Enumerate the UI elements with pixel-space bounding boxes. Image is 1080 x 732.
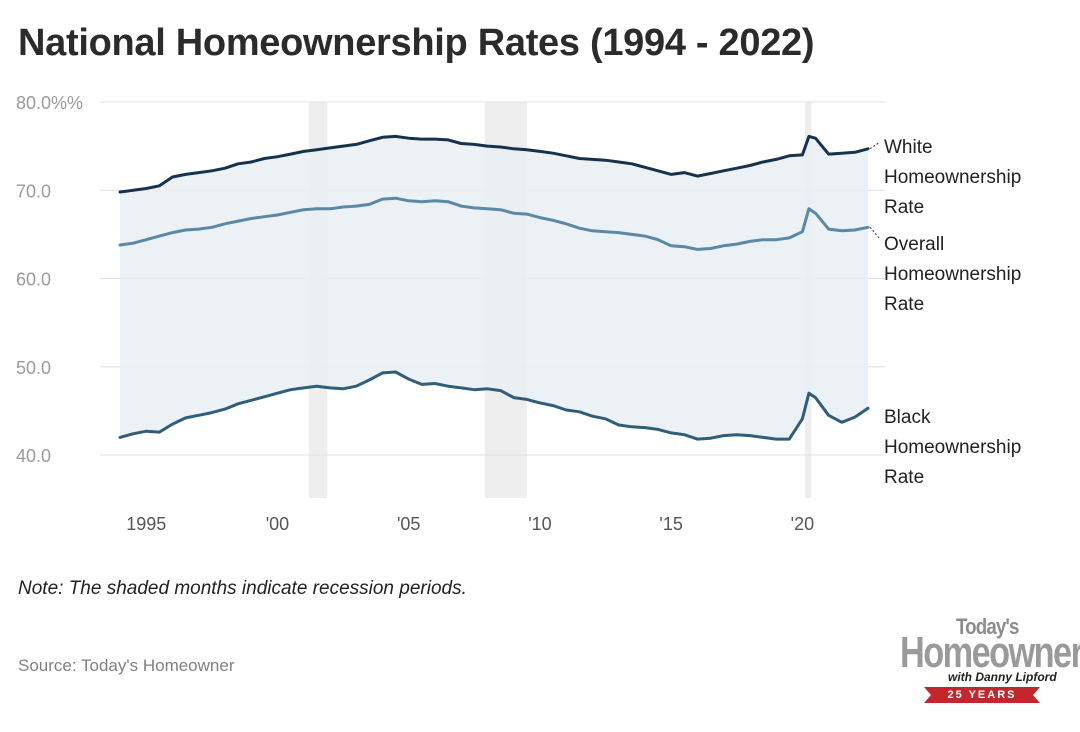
x-tick-label: '05 — [397, 514, 420, 534]
series-label-line: Homeownership — [884, 167, 1021, 188]
logo-badge: 25 YEARS — [924, 687, 1040, 703]
series-lines — [118, 134, 870, 441]
series-label-line: Overall — [884, 234, 944, 255]
y-tick-label: 50.0 — [16, 358, 51, 378]
series-labels: White Homeownership Rate Overall Homeownersh… — [869, 137, 1021, 488]
white-rate-line — [118, 134, 870, 194]
logo-line-2: Homeowner — [900, 628, 1080, 677]
series-label-line: Rate — [884, 197, 924, 218]
source-credit: Source: Today's Homeowner — [18, 656, 235, 675]
logo-line-1: Today's — [956, 614, 1019, 639]
series-label-line: Homeownership — [884, 264, 1021, 285]
series-label-line: Homeownership — [884, 437, 1021, 458]
y-tick-label: 70.0 — [16, 181, 51, 201]
x-tick-label: 1995 — [126, 514, 166, 534]
x-tick-label: '20 — [791, 514, 814, 534]
y-tick-label: 40.0 — [16, 446, 51, 466]
black-rate-line — [118, 370, 870, 441]
shaded-band — [120, 136, 868, 440]
x-tick-label: '10 — [528, 514, 551, 534]
chart-title: National Homeownership Rates (1994 - 202… — [18, 22, 815, 64]
x-axis-ticks: 1995 '00 '05 '10 '15 '20 — [126, 514, 814, 534]
series-label-line: Black — [884, 407, 931, 428]
overall-rate-line — [118, 196, 870, 251]
line-chart: 80.0%% 70.0 60.0 50.0 40.0 1995 '00 '05 '10 '15 '… — [16, 93, 1021, 534]
series-label-line: Rate — [884, 294, 924, 315]
overall-rate-label: Overall Homeownership Rate — [884, 234, 1021, 315]
band-area — [120, 136, 868, 440]
label-leader — [869, 141, 881, 150]
black-rate-label: Black Homeownership Rate — [884, 407, 1021, 488]
label-leader — [869, 226, 881, 240]
y-axis-ticks: 80.0%% 70.0 60.0 50.0 40.0 — [16, 93, 83, 466]
series-label-line: Rate — [884, 467, 924, 488]
series-label-line: White — [884, 137, 933, 158]
chart-note: Note: The shaded months indicate recessi… — [18, 578, 467, 599]
y-tick-label: 80.0%% — [16, 93, 83, 113]
x-tick-label: '00 — [266, 514, 289, 534]
brand-logo: Today's Homeowner with Danny Lipford 25 … — [898, 614, 1080, 714]
y-tick-label: 60.0 — [16, 270, 51, 290]
logo-tagline: with Danny Lipford — [948, 670, 1057, 684]
x-tick-label: '15 — [659, 514, 682, 534]
white-rate-label: White Homeownership Rate — [884, 137, 1021, 218]
